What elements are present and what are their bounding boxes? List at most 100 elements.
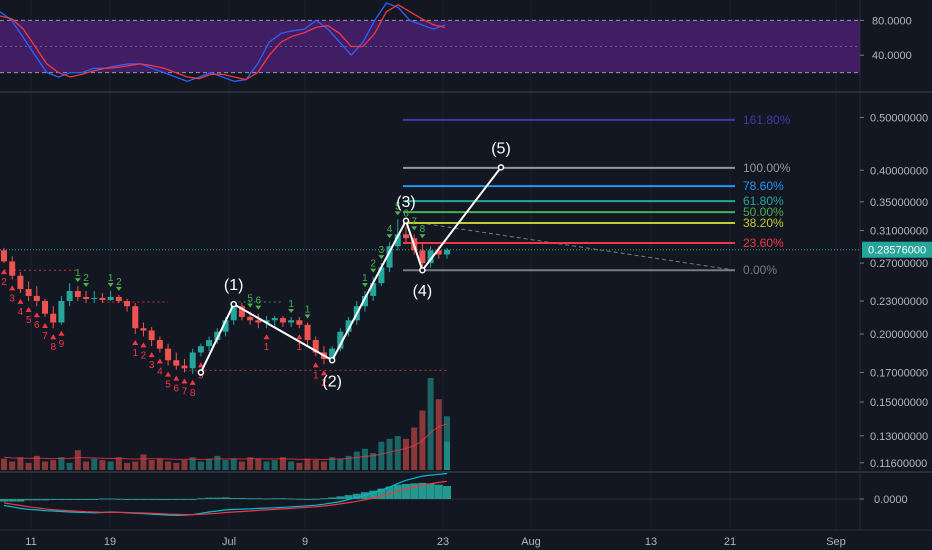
elliott-wave-line — [199, 166, 502, 373]
price-tick-label: 0.40000000 — [870, 165, 928, 177]
td-count-label: 8 — [50, 342, 56, 353]
td-arrow-up — [320, 370, 327, 376]
macd-histogram-bar — [188, 499, 197, 500]
candle — [214, 328, 221, 344]
wave-point — [402, 217, 410, 225]
candle — [156, 336, 163, 353]
volume-bar — [189, 457, 196, 470]
wave-point — [328, 357, 336, 364]
candle-body — [132, 306, 139, 329]
volume-bar — [214, 455, 221, 470]
candle-body — [33, 295, 40, 302]
candle-body — [230, 306, 237, 321]
candle-body — [156, 340, 163, 349]
td-count-label: 1 — [305, 305, 311, 316]
volume-bar — [337, 458, 344, 470]
price-tick-label: 0.20000000 — [870, 329, 928, 341]
volume-bar — [156, 458, 163, 470]
td-count-label: 2 — [321, 378, 327, 389]
td-count-label: 3 — [9, 293, 15, 304]
macd-histogram-bar — [319, 498, 328, 500]
candle — [165, 343, 172, 366]
candle — [288, 316, 295, 328]
candle-body — [74, 290, 81, 297]
candle-body — [402, 234, 409, 239]
macd-histogram-bar — [196, 498, 205, 500]
macd-histogram-bar — [0, 499, 8, 502]
volume-bar — [238, 461, 245, 470]
volume-bar — [288, 461, 295, 470]
candle — [386, 242, 393, 273]
td-arrow-down — [361, 282, 368, 287]
macd-histogram-bar — [328, 497, 337, 499]
candle — [91, 290, 98, 304]
td-arrow-up — [181, 378, 188, 384]
volume-bar — [296, 462, 303, 470]
wave-point — [497, 164, 505, 171]
volume-bar — [115, 457, 122, 470]
candle-body — [197, 346, 204, 353]
candle-body — [1, 250, 7, 262]
td-arrow-up — [140, 342, 147, 348]
td-arrow-down — [83, 282, 90, 287]
macd-histogram-bar — [237, 497, 246, 499]
candle-body — [165, 348, 172, 361]
volume-ma-line — [3, 423, 448, 461]
x-tick-label: Aug — [521, 536, 541, 548]
candle — [189, 348, 196, 374]
volume-bar — [361, 448, 368, 470]
wave-label: (3) — [396, 194, 416, 211]
x-tick-label: 23 — [437, 536, 449, 548]
price-tick-label: 0.23000000 — [870, 296, 928, 308]
macd-histogram-bar — [155, 499, 164, 501]
macd-histogram-bar — [98, 498, 107, 500]
macd-histogram-bar — [385, 486, 394, 499]
td-count-label: 4 — [387, 224, 393, 235]
macd-histogram-bar — [287, 498, 296, 500]
volume-bar — [402, 438, 409, 470]
candle-body — [66, 290, 73, 302]
td-count-label: 7 — [411, 216, 417, 227]
candle-body — [345, 320, 352, 332]
macd-histogram-bar — [90, 499, 99, 500]
candle-body — [419, 250, 426, 264]
volume-bar — [42, 461, 49, 470]
td-count-label: 1 — [313, 370, 319, 381]
volume-bar — [206, 458, 213, 470]
macd-histogram-bar — [270, 498, 279, 500]
volume-bar — [107, 461, 114, 470]
td-arrow-down — [378, 255, 385, 260]
candle-body — [435, 250, 442, 255]
macd-histogram-bar — [8, 499, 17, 502]
candle — [25, 281, 32, 302]
macd-histogram-bar — [410, 483, 419, 499]
macd-histogram-bar — [164, 499, 173, 501]
td-arrow-up — [50, 334, 57, 340]
td-count-label: 9 — [59, 339, 65, 350]
candle-body — [91, 297, 98, 299]
x-tick-label: 19 — [104, 536, 116, 548]
td-arrow-up — [312, 362, 319, 368]
td-arrow-down — [247, 303, 254, 308]
td-arrow-down — [411, 226, 418, 231]
volume-bar — [255, 458, 262, 470]
candle — [124, 298, 131, 312]
td-count-label: 8 — [420, 224, 426, 235]
td-count-label: 3 — [379, 245, 385, 256]
macd-histogram-bar — [443, 486, 451, 499]
candle-body — [238, 306, 245, 317]
candle-body — [42, 301, 49, 314]
td-arrow-up — [197, 362, 204, 368]
price-tick-label: 0.13000000 — [870, 431, 928, 443]
volume-bar — [181, 460, 188, 470]
x-tick-label: 9 — [302, 536, 308, 548]
macd-histogram-bar — [418, 482, 427, 499]
candle — [17, 272, 24, 293]
candle — [361, 290, 368, 312]
td-arrow-up — [148, 352, 155, 358]
candle-body — [378, 267, 385, 284]
td-count-label: 5 — [165, 380, 171, 391]
td-arrow-up — [17, 298, 24, 304]
candle-body — [17, 275, 24, 289]
